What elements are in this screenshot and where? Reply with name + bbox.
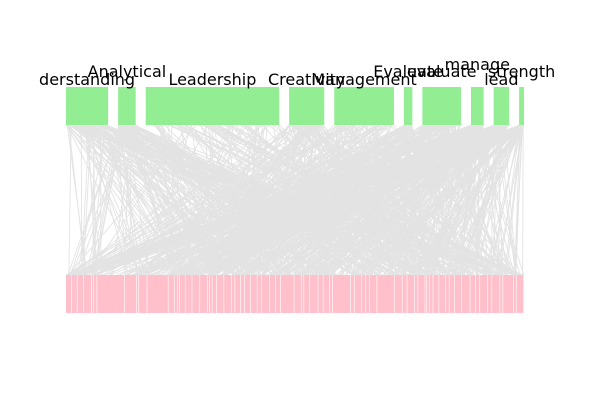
bottom-bar-segment xyxy=(224,275,231,313)
bottom-bar-segment xyxy=(304,275,309,313)
bottom-bar-segment xyxy=(77,275,83,313)
top-bar-evaluate xyxy=(422,87,461,125)
label-strength: strength xyxy=(488,62,555,81)
bottom-bar-segment xyxy=(180,275,185,313)
bottom-bar-segment xyxy=(294,275,301,313)
bottom-bar-segment xyxy=(192,275,199,313)
top-bar-creativity xyxy=(289,87,324,125)
top-bar-derstanding xyxy=(66,87,108,125)
top-bar-analytical xyxy=(118,87,136,125)
category-labels: derstandingAnalytical Leadership Creativit… xyxy=(39,55,555,89)
bottom-bar-segment xyxy=(415,275,418,313)
bottom-bar-segment xyxy=(517,275,524,313)
bottom-bar-segment xyxy=(488,275,492,313)
bottom-bar-segment xyxy=(407,275,414,313)
bottom-bar-segment xyxy=(217,275,224,313)
bottom-bar-segment xyxy=(137,275,139,313)
link-line xyxy=(101,125,102,275)
bottom-bar-segment xyxy=(366,275,369,313)
bottom-bar-segment xyxy=(212,275,216,313)
bottom-bar-segment xyxy=(92,275,94,313)
bottom-bar-segment xyxy=(97,275,124,313)
bottom-bar-segment xyxy=(330,275,333,313)
bottom-bar-segment xyxy=(470,275,475,313)
bottom-bar-segment xyxy=(480,275,487,313)
bottom-bar-segment xyxy=(262,275,269,313)
bottom-bar-segment xyxy=(232,275,235,313)
bottom-bar-segment xyxy=(500,275,502,313)
top-bar-strength xyxy=(519,87,524,125)
bottom-bar-segment xyxy=(235,275,240,313)
bottom-bar-segment xyxy=(281,275,294,313)
bottom-bar-segment xyxy=(377,275,394,313)
bottom-bar-segment xyxy=(200,275,207,313)
bottom-bar-segment xyxy=(462,275,470,313)
bottom-bar-segment xyxy=(84,275,91,313)
bottom-bar-segment xyxy=(427,275,429,313)
bottom-bar-segment xyxy=(395,275,402,313)
bottom-bar-segment xyxy=(362,275,366,313)
bottom-bar-segment xyxy=(333,275,350,313)
bottom-bar-segment xyxy=(351,275,354,313)
top-bar-evaluate xyxy=(404,87,412,125)
bottom-bar-segment xyxy=(270,275,275,313)
bottom-bar-segment xyxy=(318,275,323,313)
bottom-bar-segment xyxy=(355,275,362,313)
bottom-bar-segment xyxy=(310,275,318,313)
bottom-bar-segment xyxy=(425,275,426,313)
link-lines xyxy=(66,125,524,275)
top-category-bars xyxy=(66,87,524,125)
label-leadership: Leadership xyxy=(168,70,256,89)
bottom-bar-segment xyxy=(125,275,136,313)
bottom-bar-segment xyxy=(370,275,377,313)
top-bar-leadership xyxy=(146,87,279,125)
bottom-bar-segment xyxy=(503,275,513,313)
bottom-bar-segment xyxy=(175,275,178,313)
bottom-bar-segment xyxy=(178,275,180,313)
bottom-bar-segment xyxy=(66,275,71,313)
bottom-node-bars xyxy=(66,275,523,313)
bottom-bar-segment xyxy=(147,275,168,313)
bottom-bar-segment xyxy=(168,275,173,313)
bottom-bar-segment xyxy=(323,275,329,313)
bottom-bar-segment xyxy=(302,275,304,313)
bottom-bar-segment xyxy=(257,275,261,313)
bottom-bar-segment xyxy=(492,275,499,313)
bottom-bar-segment xyxy=(514,275,516,313)
bottom-bar-segment xyxy=(455,275,462,313)
top-bar-management xyxy=(334,87,394,125)
label-analytical: Analytical xyxy=(88,62,167,81)
bottom-bar-segment xyxy=(186,275,192,313)
bottom-bar-segment xyxy=(139,275,147,313)
top-bar-manage xyxy=(471,87,484,125)
bottom-bar-segment xyxy=(430,275,433,313)
bottom-bar-segment xyxy=(418,275,425,313)
bottom-bar-segment xyxy=(208,275,209,313)
bottom-bar-segment xyxy=(72,275,77,313)
link-line xyxy=(523,125,524,275)
bottom-bar-segment xyxy=(251,275,257,313)
bottom-bar-segment xyxy=(476,275,480,313)
bottom-bar-segment xyxy=(245,275,250,313)
bottom-bar-segment xyxy=(450,275,455,313)
bottom-bar-segment xyxy=(402,275,406,313)
bottom-bar-segment xyxy=(439,275,445,313)
bottom-bar-segment xyxy=(94,275,97,313)
bottom-bar-segment xyxy=(210,275,212,313)
bottom-bar-segment xyxy=(241,275,244,313)
top-bar-lead xyxy=(494,87,509,125)
bottom-bar-segment xyxy=(433,275,438,313)
bottom-bar-segment xyxy=(446,275,449,313)
bottom-bar-segment xyxy=(276,275,280,313)
